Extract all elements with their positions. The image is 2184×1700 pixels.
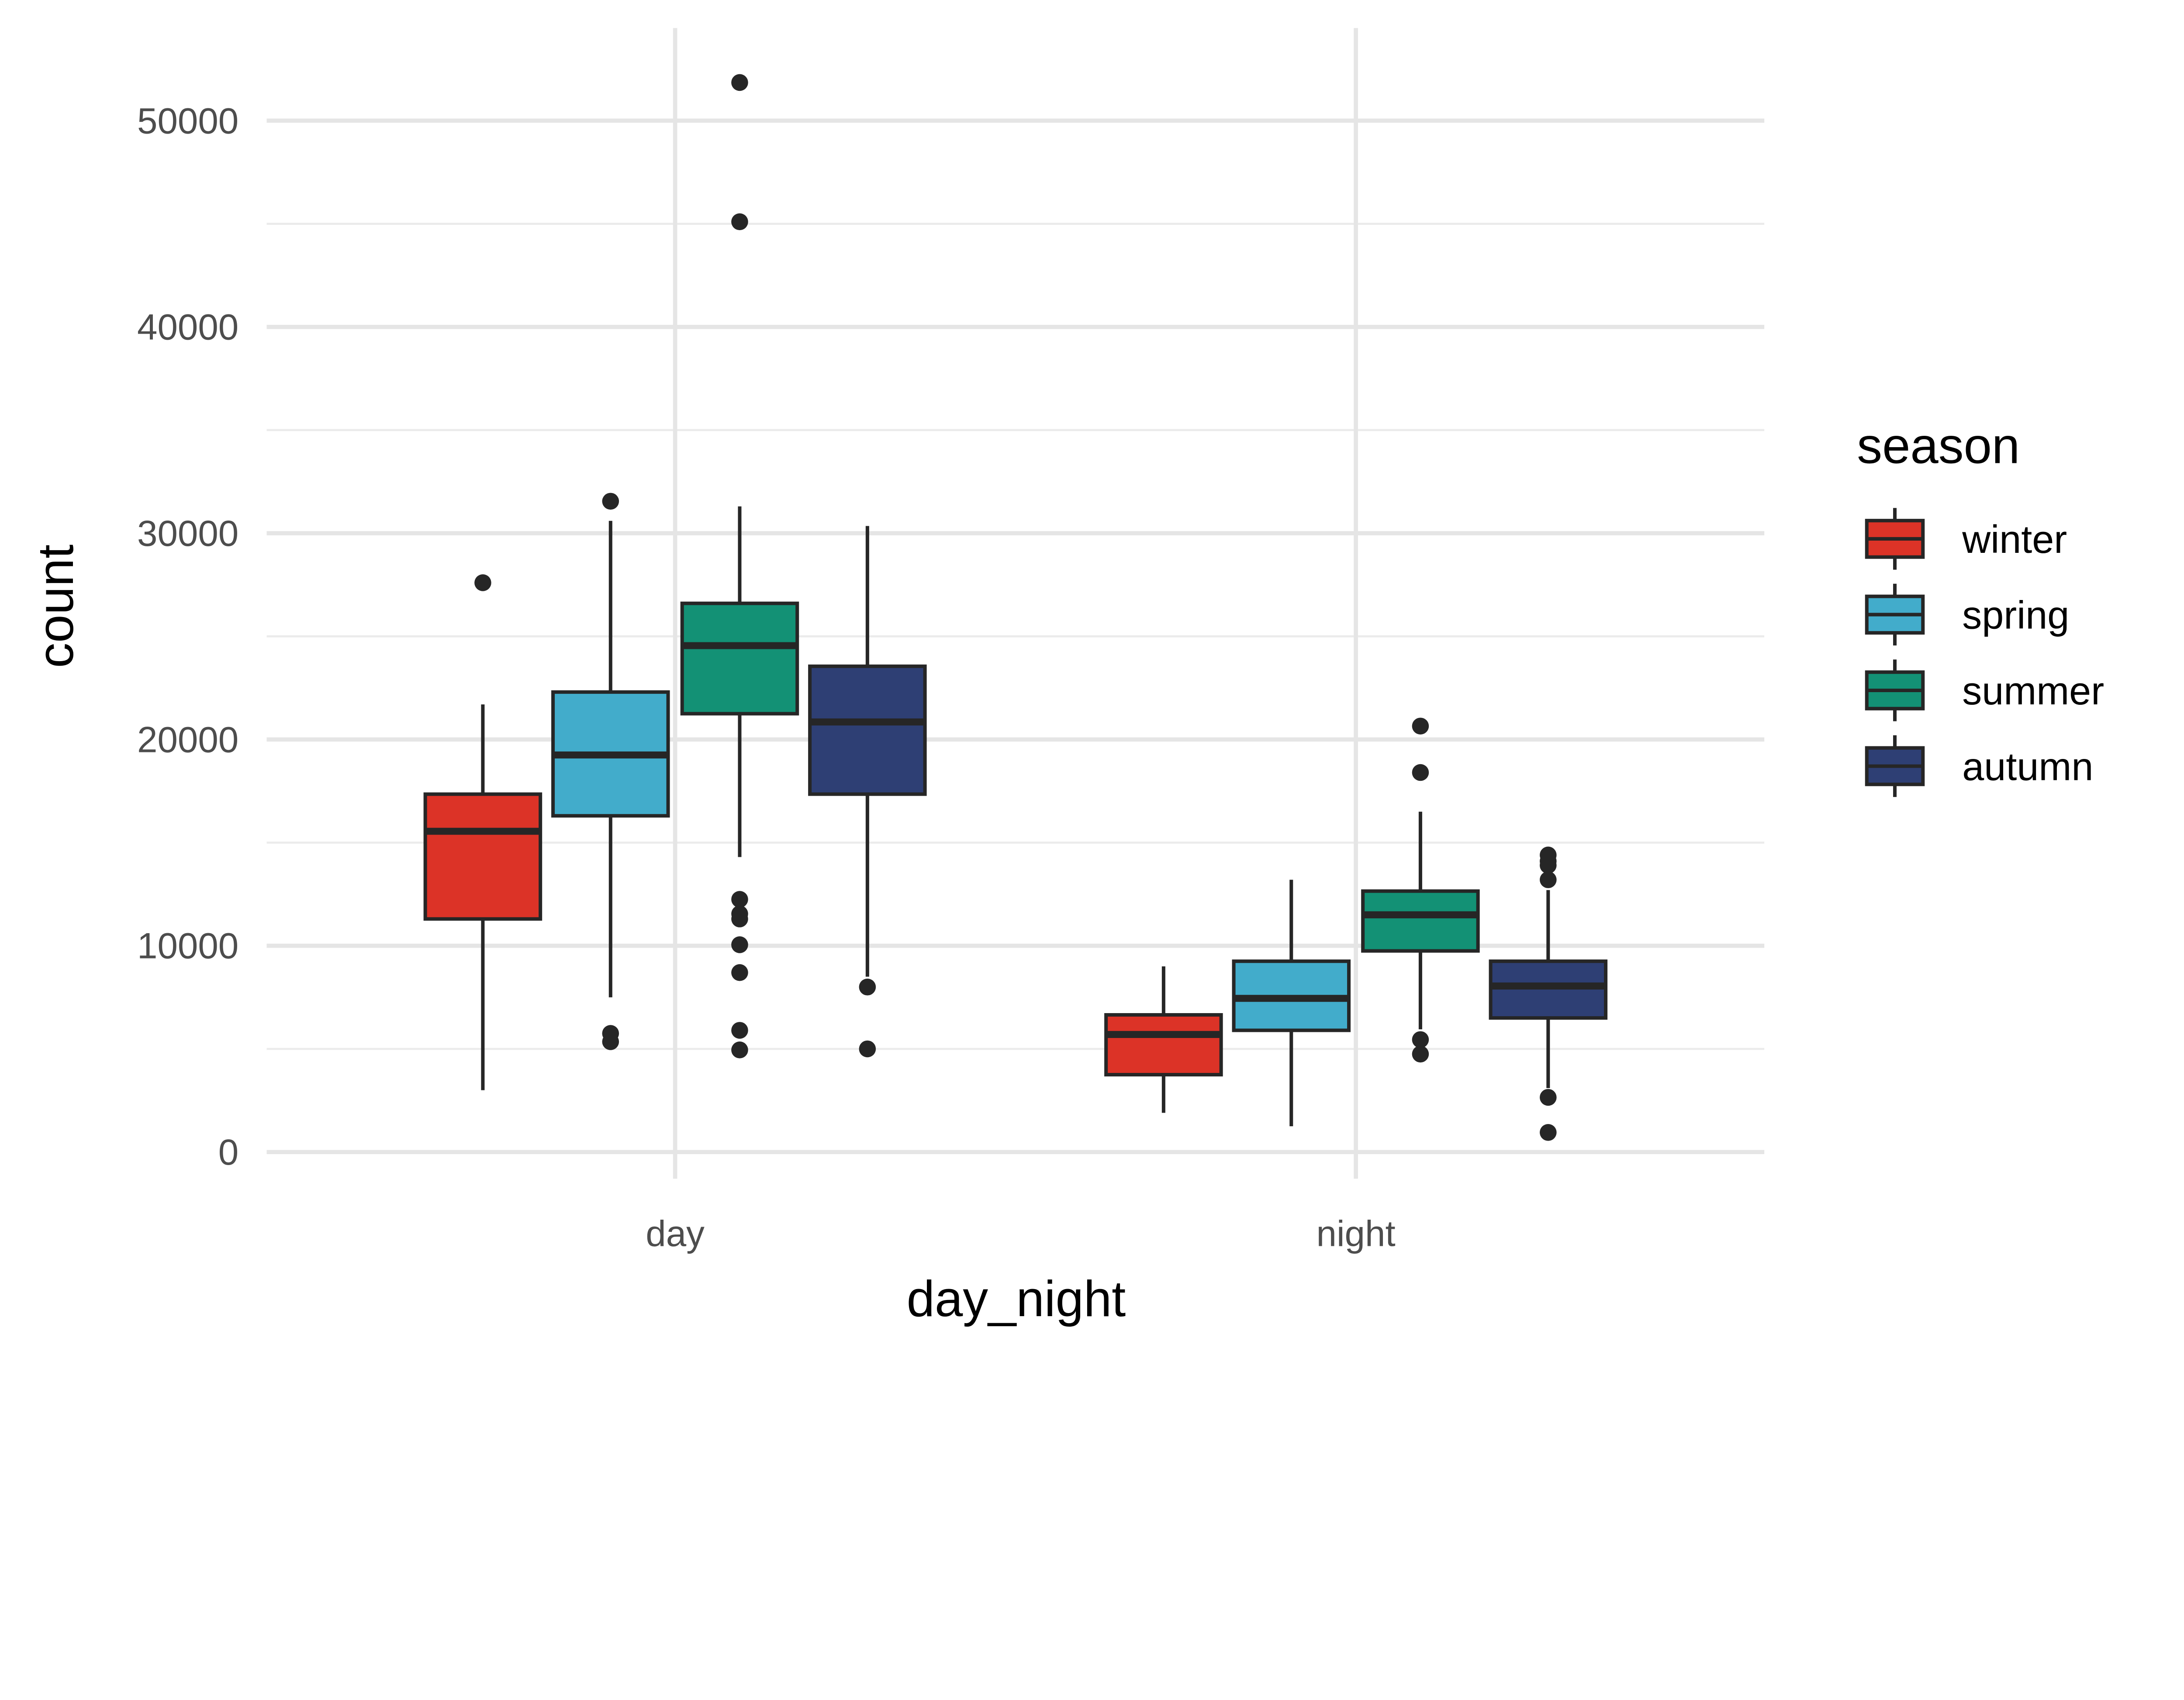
outlier-point <box>602 493 619 510</box>
box-summer-day <box>680 74 799 1059</box>
outlier-point <box>731 964 748 981</box>
iqr-box <box>808 664 927 796</box>
legend-item-autumn: autumn <box>1865 735 2093 797</box>
iqr-box <box>1489 959 1608 1020</box>
outlier-point <box>1412 1045 1429 1063</box>
iqr-box <box>680 601 799 716</box>
legend-label: winter <box>1962 518 2067 562</box>
iqr-box <box>1361 889 1480 953</box>
boxplot-chart: 0 10000 20000 30000 40000 50000 day night day_… <box>27 28 2104 1327</box>
legend: season winter spring summer autumn <box>1857 417 2104 797</box>
outlier-point <box>1540 1124 1557 1141</box>
x-axis-ticks: day night <box>646 1213 1395 1254</box>
iqr-box <box>1104 1013 1223 1077</box>
legend-item-summer: summer <box>1865 659 2104 721</box>
outlier-point <box>731 910 748 928</box>
box-spring-night <box>1232 879 1351 1127</box>
legend-label: spring <box>1962 594 2069 638</box>
y-tick-label: 10000 <box>137 925 238 966</box>
x-tick-label: night <box>1317 1213 1396 1254</box>
y-tick-label: 20000 <box>137 719 238 760</box>
outlier-point <box>731 74 748 91</box>
legend-title: season <box>1857 417 2020 474</box>
outlier-point <box>474 574 491 591</box>
outlier-point <box>1412 1031 1429 1048</box>
iqr-box <box>423 792 543 921</box>
box-autumn-day <box>808 526 927 1058</box>
box-winter-day <box>423 574 543 1090</box>
outlier-point <box>731 891 748 908</box>
legend-item-spring: spring <box>1865 583 2069 646</box>
box-winter-night <box>1104 966 1223 1113</box>
legend-label: autumn <box>1962 745 2093 789</box>
grid <box>266 28 1765 1179</box>
y-tick-label: 40000 <box>137 307 238 348</box>
outlier-point <box>1540 857 1557 874</box>
boxes <box>423 74 1608 1141</box>
y-tick-label: 50000 <box>137 100 238 141</box>
y-tick-label: 30000 <box>137 513 238 554</box>
y-tick-label: 0 <box>218 1131 238 1172</box>
y-axis-title: count <box>27 545 84 668</box>
x-tick-label: day <box>646 1213 705 1254</box>
box-summer-night <box>1361 717 1480 1063</box>
box-spring-day <box>551 493 670 1050</box>
outlier-point <box>731 1041 748 1059</box>
outlier-point <box>1412 717 1429 735</box>
outlier-point <box>731 936 748 953</box>
legend-label: summer <box>1962 669 2104 713</box>
outlier-point <box>1540 1089 1557 1106</box>
outlier-point <box>859 978 876 996</box>
outlier-point <box>859 1040 876 1058</box>
y-axis-ticks: 0 10000 20000 30000 40000 50000 <box>137 100 238 1172</box>
box-autumn-night <box>1489 846 1608 1141</box>
outlier-point <box>602 1033 619 1050</box>
x-axis-title: day_night <box>907 1270 1126 1327</box>
outlier-point <box>731 1022 748 1039</box>
outlier-point <box>731 213 748 231</box>
legend-item-winter: winter <box>1865 508 2067 570</box>
outlier-point <box>1412 764 1429 781</box>
outlier-point <box>1540 871 1557 888</box>
